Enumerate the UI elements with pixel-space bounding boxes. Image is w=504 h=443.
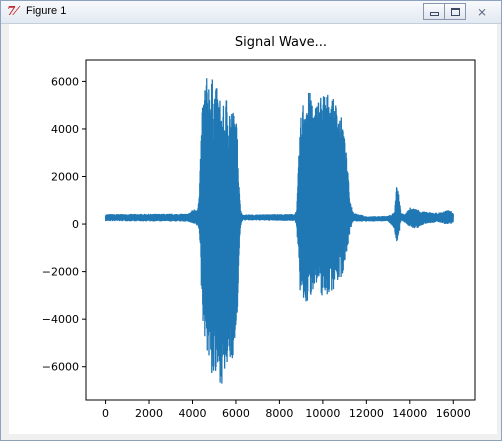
- y-tick-label: −2000: [42, 266, 79, 279]
- close-button[interactable]: ⨯: [465, 3, 499, 20]
- x-tick-label: 6000: [222, 407, 250, 420]
- axes-frame: [85, 59, 476, 401]
- minimize-icon: [429, 11, 439, 16]
- chart-title: Signal Wave...: [235, 35, 327, 50]
- x-tick-label: 10000: [305, 407, 340, 420]
- x-tick-label: 8000: [265, 407, 293, 420]
- x-tick-label: 4000: [178, 407, 206, 420]
- plot-area: [104, 78, 454, 384]
- signal-line: [104, 78, 454, 384]
- y-tick-label: 4000: [51, 123, 79, 136]
- y-tick-label: −6000: [42, 361, 79, 374]
- minimize-button[interactable]: [423, 3, 445, 20]
- window-controls: ⨯: [423, 3, 499, 21]
- x-tick-label: 12000: [349, 407, 384, 420]
- maximize-button[interactable]: [444, 3, 466, 20]
- y-axis: −6000 −4000 −2000 0 2000 4000 6000: [42, 75, 86, 374]
- x-tick-label: 2000: [135, 407, 163, 420]
- window-title: Figure 1: [26, 5, 67, 17]
- x-tick-label: 0: [102, 407, 109, 420]
- y-tick-label: 6000: [51, 75, 79, 88]
- y-tick-label: −4000: [42, 313, 79, 326]
- x-tick-label: 16000: [436, 407, 471, 420]
- y-tick-label: 2000: [51, 171, 79, 184]
- x-axis: 0 2000 4000 6000 8000 10000 12000 14000 16000: [102, 400, 471, 420]
- tk-feather-icon: 7⁄: [7, 4, 18, 18]
- x-tick-label: 14000: [392, 407, 427, 420]
- y-tick-label: 0: [72, 218, 79, 231]
- close-icon: ⨯: [476, 4, 488, 19]
- maximize-icon: [450, 7, 460, 16]
- title-bar[interactable]: 7⁄ Figure 1 ⨯: [1, 1, 501, 24]
- figure-canvas: Signal Wave... 0 2000 4000 6000 8000 10000 120…: [9, 24, 497, 434]
- signal-chart: Signal Wave... 0 2000 4000 6000 8000 10000 120…: [42, 35, 476, 420]
